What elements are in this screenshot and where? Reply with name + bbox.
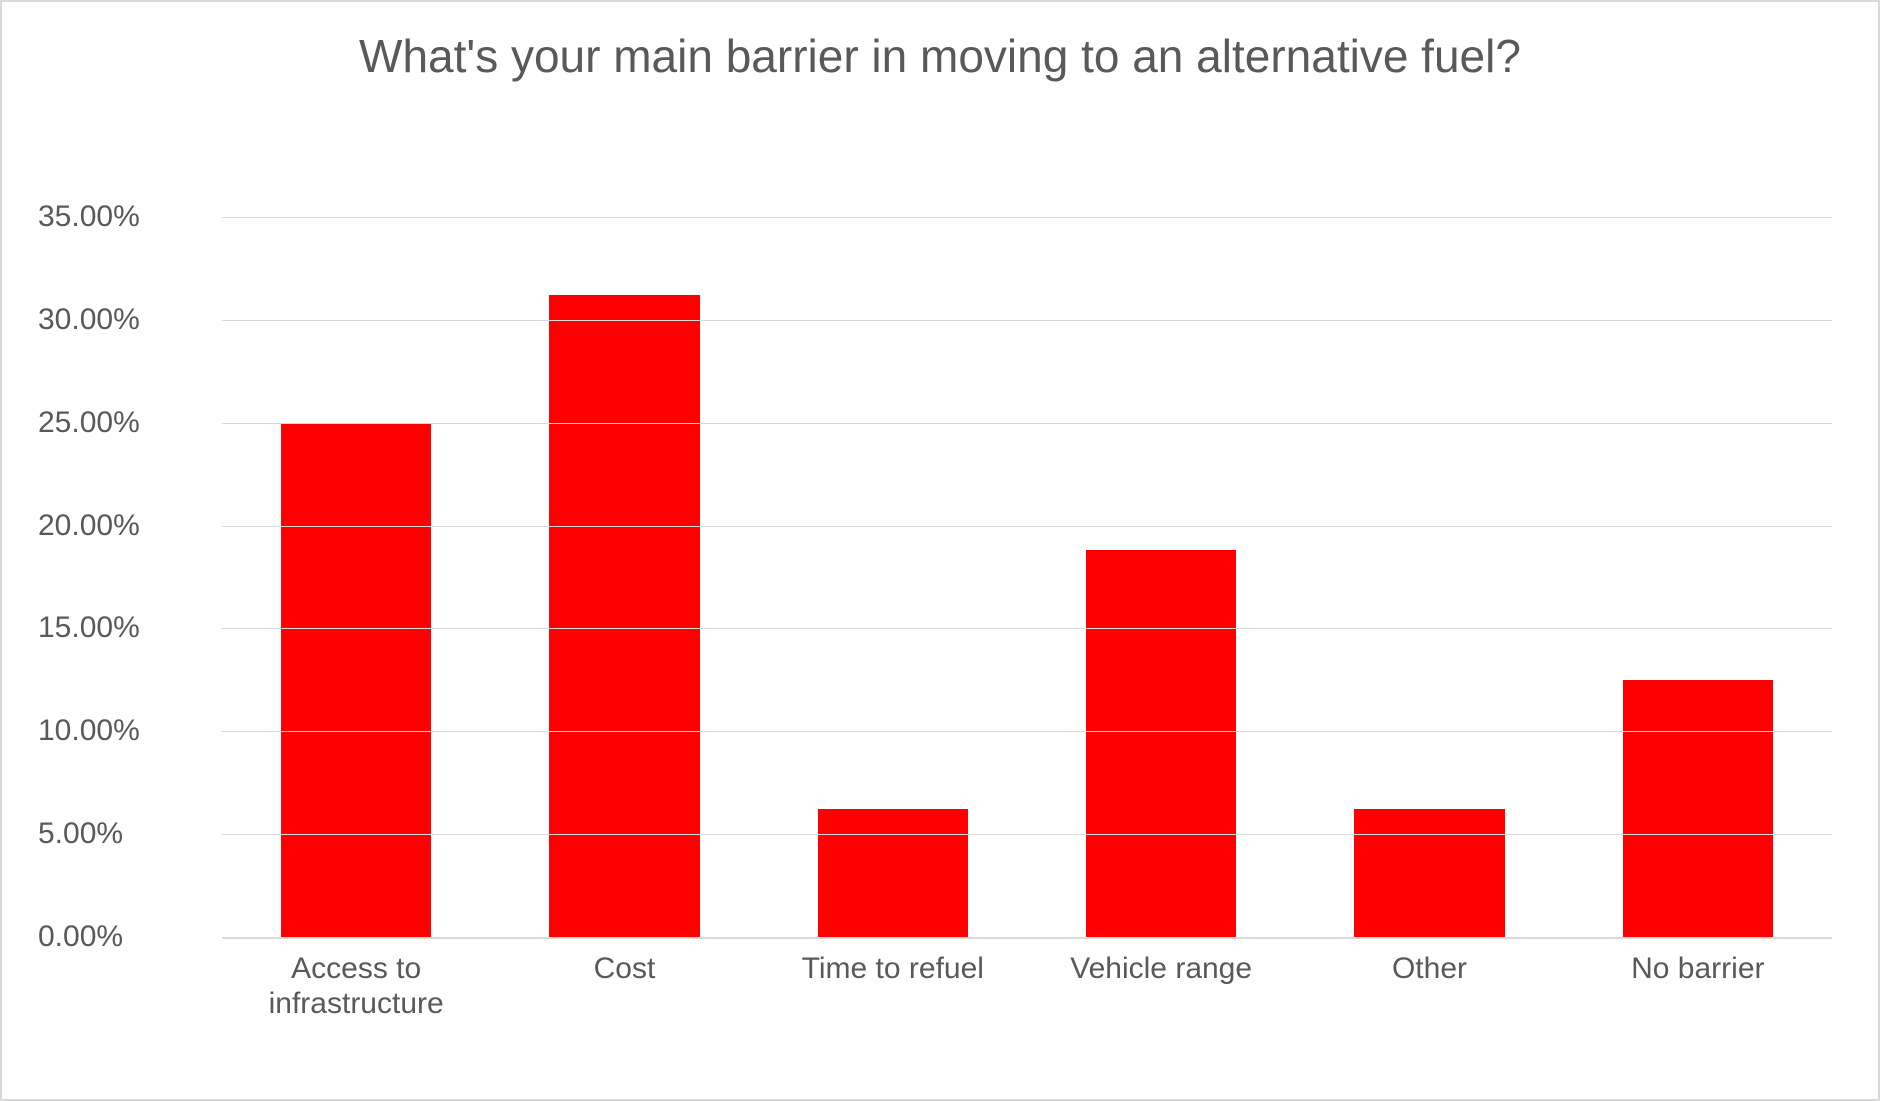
x-tick-label: Access to infrastructure xyxy=(222,952,490,1021)
bar xyxy=(1623,680,1773,937)
bar xyxy=(1354,809,1504,937)
gridline xyxy=(222,320,1832,321)
gridline xyxy=(222,834,1832,835)
gridline xyxy=(222,423,1832,424)
y-tick-label: 30.00% xyxy=(38,303,238,337)
bar xyxy=(549,295,699,937)
x-tick-label: No barrier xyxy=(1564,952,1832,987)
gridline xyxy=(222,526,1832,527)
chart-container: What's your main barrier in moving to an… xyxy=(0,0,1880,1101)
x-tick-label: Time to refuel xyxy=(759,952,1027,987)
gridline xyxy=(222,628,1832,629)
bar xyxy=(281,423,431,937)
gridline xyxy=(222,217,1832,218)
x-tick-label: Vehicle range xyxy=(1027,952,1295,987)
y-tick-label: 10.00% xyxy=(38,714,238,748)
y-tick-label: 35.00% xyxy=(38,200,238,234)
baseline xyxy=(222,937,1832,939)
y-tick-label: 0.00% xyxy=(38,920,238,954)
bar xyxy=(1086,550,1236,937)
x-tick-label: Cost xyxy=(490,952,758,987)
bars-layer xyxy=(222,217,1832,937)
y-tick-label: 5.00% xyxy=(38,817,238,851)
y-tick-label: 15.00% xyxy=(38,611,238,645)
bar xyxy=(818,809,968,937)
y-tick-label: 25.00% xyxy=(38,406,238,440)
chart-title: What's your main barrier in moving to an… xyxy=(82,30,1798,83)
gridline xyxy=(222,731,1832,732)
plot-area xyxy=(222,217,1832,937)
x-tick-label: Other xyxy=(1295,952,1563,987)
y-tick-label: 20.00% xyxy=(38,509,238,543)
